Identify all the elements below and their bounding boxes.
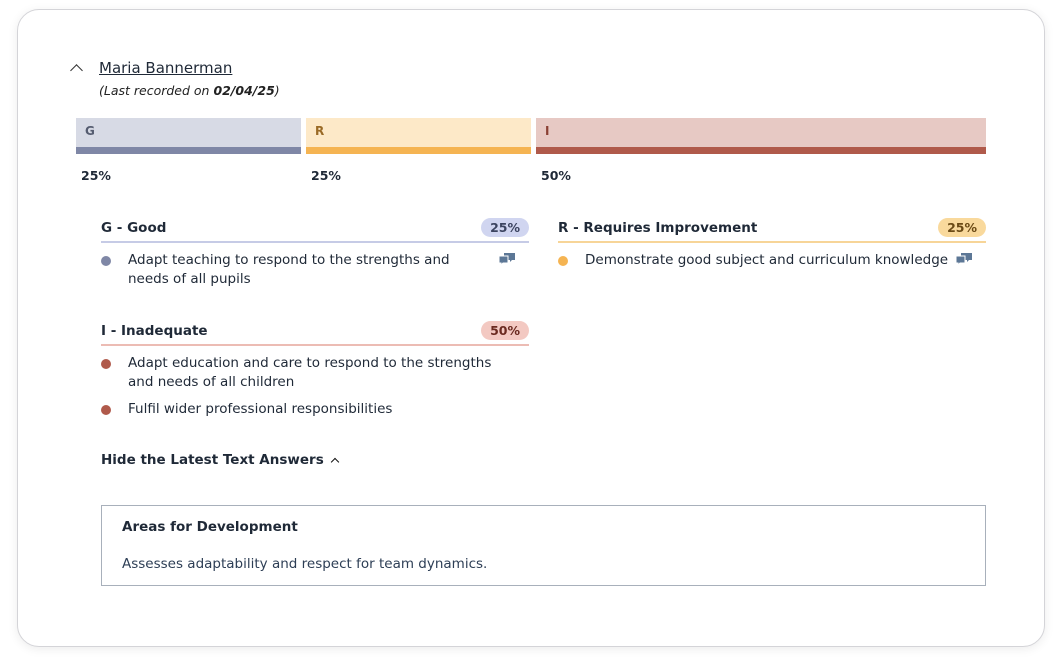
segment-percent: 50% [541,168,571,183]
item-text: Fulfil wider professional responsibiliti… [128,401,393,417]
list-item: Demonstrate good subject and curriculum … [558,251,986,270]
list-item: Fulfil wider professional responsibiliti… [101,400,529,419]
segment-line [306,147,531,154]
group-title: I - Inadequate [101,322,208,339]
person-name-link[interactable]: Maria Bannerman [99,59,233,77]
group-title: R - Requires Improvement [558,219,758,236]
group-percent-badge: 25% [481,218,529,237]
text-answer-box: Areas for Development Assesses adaptabil… [101,505,986,586]
group-inadequate: I - Inadequate 50% Adapt education and ca… [101,321,529,419]
segment-good: G 25% [76,118,301,183]
collapse-toggle[interactable] [70,60,83,77]
answer-title: Areas for Development [122,519,298,535]
last-recorded: (Last recorded on 02/04/25) [99,83,280,98]
recorded-suffix: ) [274,83,280,98]
segment-label: R [315,124,325,138]
chevron-up-icon[interactable] [330,457,339,467]
bullet-icon [101,405,111,415]
group-title: G - Good [101,219,167,236]
assessment-card [17,9,1045,647]
group-percent-badge: 50% [481,321,529,340]
bullet-icon [101,359,111,369]
segment-label: I [545,124,550,138]
segment-line [536,147,986,154]
item-text: Demonstrate good subject and curriculum … [585,252,949,268]
item-text: Adapt teaching to respond to the strengt… [128,252,450,287]
distribution-bar: G 25% R 25% I 50% [76,118,986,183]
group-good: G - Good 25% Adapt teaching to respond to… [101,218,529,289]
list-item: Adapt education and care to respond to t… [101,354,529,392]
toggle-label[interactable]: Hide the Latest Text Answers [101,452,324,468]
bullet-icon [558,256,568,266]
bullet-icon [101,256,111,266]
segment-inadequate: I 50% [536,118,986,183]
group-percent-badge: 25% [938,218,986,237]
hide-text-answers-button[interactable]: Hide the Latest Text Answers [101,452,339,468]
segment-line [76,147,301,154]
segment-percent: 25% [311,168,341,183]
item-text: Adapt education and care to respond to t… [128,355,492,390]
recorded-date: 02/04/25 [213,83,275,98]
chevron-up-icon[interactable] [70,64,83,77]
comments-icon[interactable] [956,253,972,266]
group-requires-improvement: R - Requires Improvement 25% Demonstrate … [558,218,986,270]
recorded-prefix: (Last recorded on [99,83,214,98]
segment-requires-improvement: R 25% [306,118,531,183]
answer-text: Assesses adaptability and respect for te… [122,556,488,572]
segment-percent: 25% [81,168,111,183]
segment-label: G [85,124,95,138]
list-item: Adapt teaching to respond to the strengt… [101,251,529,289]
comments-icon[interactable] [499,253,515,266]
